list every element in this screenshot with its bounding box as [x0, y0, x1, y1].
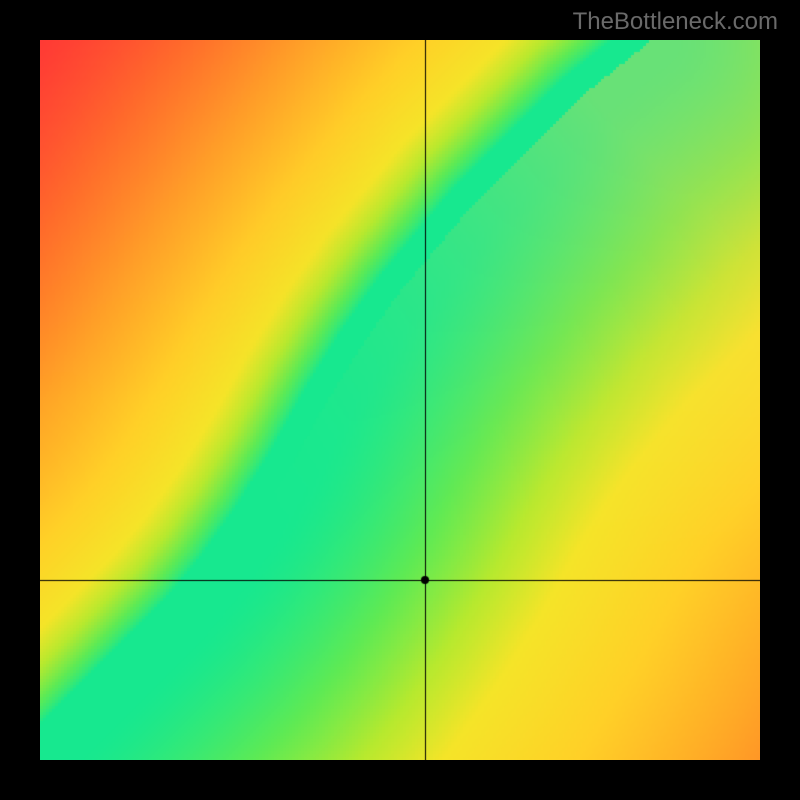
- bottleneck-heatmap: [40, 40, 760, 760]
- watermark-text: TheBottleneck.com: [573, 8, 778, 36]
